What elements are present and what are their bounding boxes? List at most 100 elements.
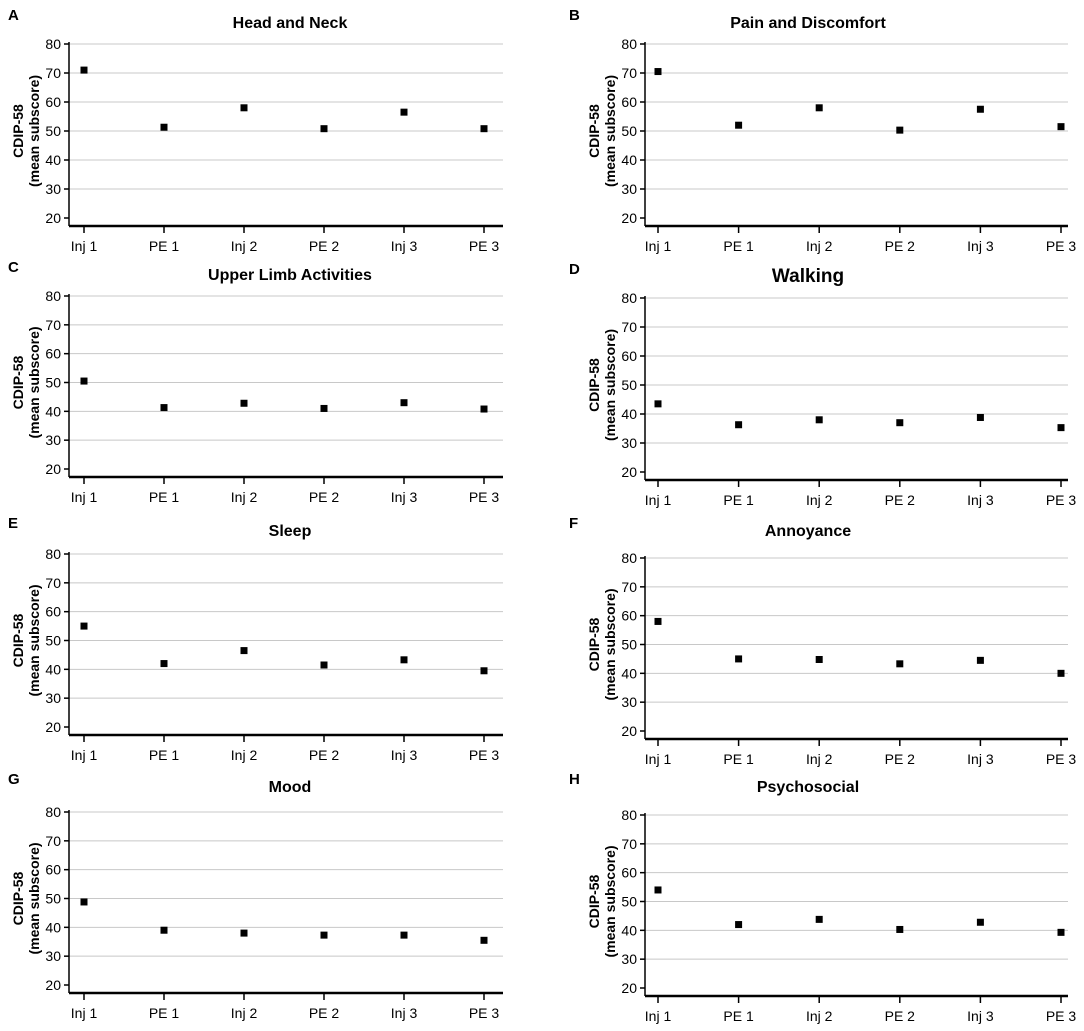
x-tick-label: Inj 1 bbox=[71, 1005, 98, 1021]
x-tick-label: PE 2 bbox=[885, 751, 916, 767]
y-axis-label: (mean subscore) bbox=[26, 584, 42, 696]
y-tick-label: 60 bbox=[45, 862, 61, 878]
x-tick-label: Inj 3 bbox=[967, 1008, 994, 1024]
data-point bbox=[735, 421, 743, 429]
y-tick-label: 60 bbox=[45, 604, 61, 620]
data-point bbox=[654, 886, 662, 894]
data-point bbox=[815, 416, 823, 424]
data-point bbox=[400, 931, 408, 939]
x-tick-label: Inj 3 bbox=[967, 751, 994, 767]
y-tick-label: 30 bbox=[621, 951, 637, 967]
x-tick-label: Inj 1 bbox=[71, 747, 98, 763]
y-axis-label: CDIP-58 bbox=[10, 613, 26, 667]
x-tick-label: Inj 1 bbox=[71, 489, 98, 505]
data-point bbox=[80, 66, 88, 74]
y-axis-label: CDIP-58 bbox=[586, 617, 602, 671]
y-axis-label: (mean subscore) bbox=[26, 75, 42, 187]
y-axis-label: (mean subscore) bbox=[26, 842, 42, 954]
x-tick-label: PE 3 bbox=[1046, 238, 1077, 254]
data-point bbox=[480, 936, 488, 944]
data-point bbox=[160, 660, 168, 668]
data-point bbox=[735, 921, 743, 929]
y-tick-label: 60 bbox=[621, 865, 637, 881]
y-tick-label: 30 bbox=[45, 432, 61, 448]
x-tick-label: PE 2 bbox=[885, 1008, 916, 1024]
data-point bbox=[735, 655, 743, 663]
data-point bbox=[896, 925, 904, 933]
data-point bbox=[654, 400, 662, 408]
y-tick-label: 40 bbox=[45, 403, 61, 419]
y-tick-label: 70 bbox=[45, 317, 61, 333]
x-tick-label: PE 3 bbox=[1046, 492, 1077, 508]
data-point bbox=[160, 404, 168, 412]
data-point bbox=[80, 377, 88, 385]
data-point bbox=[80, 622, 88, 630]
x-tick-label: Inj 1 bbox=[645, 1008, 672, 1024]
x-tick-label: PE 3 bbox=[1046, 1008, 1077, 1024]
data-point bbox=[1057, 669, 1065, 677]
x-tick-label: Inj 2 bbox=[231, 489, 258, 505]
chart-panel-e: E Sleep 20 30 40 50 60 70 80 CDIP-58 (mean subscor… bbox=[8, 515, 503, 763]
y-tick-label: 80 bbox=[621, 550, 637, 566]
x-tick-label: Inj 3 bbox=[391, 238, 418, 254]
data-point bbox=[320, 404, 328, 412]
chart-panel-f: F Annoyance 20 30 40 50 60 70 80 CDIP-58 (mean sub… bbox=[569, 515, 1076, 767]
data-point bbox=[480, 405, 488, 413]
y-tick-label: 40 bbox=[45, 919, 61, 935]
panel-label: E bbox=[8, 515, 18, 532]
chart-title: Annoyance bbox=[765, 523, 851, 540]
y-tick-label: 20 bbox=[45, 210, 61, 226]
chart-title: Upper Limb Activities bbox=[208, 267, 372, 284]
data-point bbox=[976, 413, 984, 421]
panel-label: G bbox=[8, 771, 20, 788]
x-tick-label: PE 1 bbox=[149, 747, 180, 763]
y-tick-label: 20 bbox=[45, 977, 61, 993]
y-tick-label: 40 bbox=[621, 922, 637, 938]
y-tick-label: 30 bbox=[45, 181, 61, 197]
chart-panel-a: A Head and Neck 20 30 40 50 60 70 80 CDIP-58 (mean… bbox=[8, 7, 503, 254]
x-tick-label: PE 2 bbox=[309, 747, 340, 763]
chart-panel-c: C Upper Limb Activities 20 30 40 50 60 70 80 CDIP… bbox=[8, 259, 503, 505]
data-point bbox=[240, 647, 248, 655]
data-point bbox=[815, 915, 823, 923]
data-point bbox=[400, 399, 408, 407]
y-tick-label: 20 bbox=[621, 723, 637, 739]
panel-label: D bbox=[569, 261, 580, 278]
y-tick-label: 80 bbox=[45, 804, 61, 820]
y-axis-label: (mean subscore) bbox=[602, 588, 618, 700]
data-point bbox=[896, 419, 904, 427]
chart-panel-b: B Pain and Discomfort 20 30 40 50 60 70 80 CDIP-5… bbox=[569, 7, 1076, 254]
data-point bbox=[160, 926, 168, 934]
y-tick-label: 60 bbox=[621, 348, 637, 364]
panel-label: A bbox=[8, 7, 19, 24]
y-axis-label: CDIP-58 bbox=[10, 871, 26, 925]
data-point bbox=[654, 617, 662, 625]
y-tick-label: 40 bbox=[621, 665, 637, 681]
y-tick-label: 20 bbox=[621, 464, 637, 480]
data-point bbox=[1057, 123, 1065, 131]
x-tick-label: Inj 1 bbox=[71, 238, 98, 254]
x-tick-label: PE 1 bbox=[149, 489, 180, 505]
data-point bbox=[400, 656, 408, 664]
y-tick-label: 50 bbox=[621, 377, 637, 393]
y-tick-label: 60 bbox=[621, 608, 637, 624]
x-tick-label: Inj 1 bbox=[645, 751, 672, 767]
chart-panel-h: H Psychosocial 20 30 40 50 60 70 80 CDIP-58 (mean … bbox=[569, 771, 1076, 1024]
y-tick-label: 70 bbox=[621, 65, 637, 81]
x-tick-label: Inj 3 bbox=[391, 1005, 418, 1021]
y-axis-label: (mean subscore) bbox=[602, 75, 618, 187]
x-tick-label: Inj 2 bbox=[806, 751, 833, 767]
y-axis-label: (mean subscore) bbox=[26, 326, 42, 438]
data-point bbox=[480, 667, 488, 675]
data-point bbox=[654, 68, 662, 76]
chart-panel-d: D Walking 20 30 40 50 60 70 80 CDIP-58 (mean subsc… bbox=[569, 261, 1076, 508]
data-point bbox=[1057, 424, 1065, 432]
y-axis-label: CDIP-58 bbox=[586, 874, 602, 928]
data-point bbox=[240, 929, 248, 937]
y-tick-label: 80 bbox=[45, 546, 61, 562]
x-tick-label: Inj 2 bbox=[231, 747, 258, 763]
data-point bbox=[480, 125, 488, 133]
y-tick-label: 50 bbox=[45, 123, 61, 139]
y-tick-label: 30 bbox=[45, 948, 61, 964]
